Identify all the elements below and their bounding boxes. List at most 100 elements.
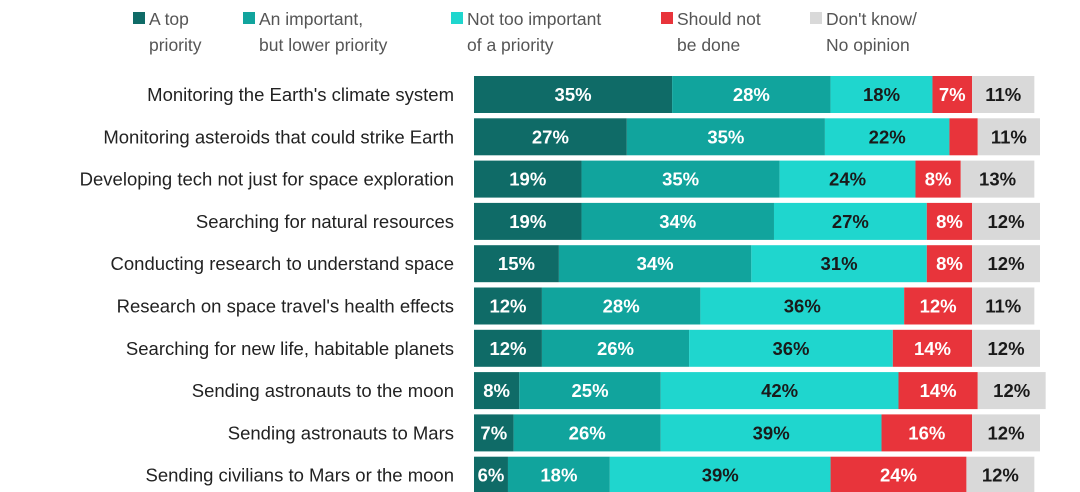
data-label: 18% xyxy=(863,84,900,105)
bar-segment xyxy=(779,160,916,198)
data-label: 12% xyxy=(988,338,1025,359)
bar-segment xyxy=(751,245,927,283)
bar-segment xyxy=(773,202,927,240)
data-label: 12% xyxy=(489,296,526,317)
data-label: 28% xyxy=(733,84,770,105)
bar-segment xyxy=(660,414,882,452)
bar-segment xyxy=(474,118,627,156)
bar-segment xyxy=(960,160,1035,198)
bar-segment xyxy=(972,76,1035,113)
bar-segment xyxy=(519,372,661,410)
bar-segment xyxy=(474,287,542,325)
category-label: Sending astronauts to the moon xyxy=(192,380,454,401)
data-label: 27% xyxy=(532,126,569,147)
data-label: 24% xyxy=(880,465,917,486)
bar-segment xyxy=(915,160,961,198)
data-label: 36% xyxy=(784,296,821,317)
data-label: 34% xyxy=(659,211,696,232)
bar-segment xyxy=(609,456,831,492)
bar-segment xyxy=(949,118,978,156)
legend-swatch xyxy=(243,12,255,24)
bar-segment xyxy=(977,372,1046,410)
category-label: Searching for new life, habitable planet… xyxy=(126,338,454,359)
data-label: 15% xyxy=(498,253,535,274)
legend-label: Not too important of a priority xyxy=(467,9,602,55)
data-label: 25% xyxy=(572,380,609,401)
legend-item: An important, but lower priority xyxy=(243,6,387,58)
bar-segment xyxy=(474,456,508,492)
bar-segment xyxy=(932,76,973,113)
bar-segment xyxy=(541,287,701,325)
bar-segment xyxy=(474,202,582,240)
data-label: 12% xyxy=(988,211,1025,232)
category-label: Searching for natural resources xyxy=(196,211,454,232)
bar-segment xyxy=(824,118,950,156)
bar-segment xyxy=(474,76,673,113)
data-label: 39% xyxy=(753,422,790,443)
data-label: 36% xyxy=(772,338,809,359)
bar-segment xyxy=(926,245,973,283)
data-label: 35% xyxy=(555,84,592,105)
data-label: 12% xyxy=(988,253,1025,274)
bar-segment xyxy=(700,287,905,325)
bar-segment xyxy=(541,329,690,367)
bar-segment xyxy=(474,160,582,198)
legend: A top priority An important, but lower pr… xyxy=(0,0,1080,64)
data-label: 12% xyxy=(988,422,1025,443)
data-label: 6% xyxy=(478,465,505,486)
legend-label: Don't know/ No opinion xyxy=(826,9,917,55)
data-label: 12% xyxy=(489,338,526,359)
data-label: 39% xyxy=(702,465,739,486)
data-label: 28% xyxy=(603,296,640,317)
category-label: Sending astronauts to Mars xyxy=(228,422,454,443)
bar-segment xyxy=(474,329,542,367)
data-label: 12% xyxy=(993,380,1030,401)
legend-label: An important, but lower priority xyxy=(259,9,388,55)
legend-item: Not too important of a priority xyxy=(451,6,601,58)
bar-segment xyxy=(972,287,1035,325)
bar-segment xyxy=(558,245,752,283)
data-label: 7% xyxy=(480,422,507,443)
legend-label: Should not be done xyxy=(677,9,761,55)
category-label: Research on space travel's health effect… xyxy=(117,296,454,317)
data-label: 12% xyxy=(982,465,1019,486)
legend-item: Don't know/ No opinion xyxy=(810,6,917,58)
bar-segment xyxy=(626,118,825,156)
data-label: 7% xyxy=(939,84,966,105)
data-label: 27% xyxy=(832,211,869,232)
legend-swatch xyxy=(133,12,145,24)
data-label: 34% xyxy=(637,253,674,274)
legend-item: Should not be done xyxy=(661,6,761,58)
bar-segment xyxy=(892,329,973,367)
bar-segment xyxy=(926,202,973,240)
data-label: 35% xyxy=(662,169,699,190)
bar-segment xyxy=(898,372,978,410)
data-label: 31% xyxy=(821,253,858,274)
bar-segment xyxy=(474,414,514,452)
data-label: 35% xyxy=(707,126,744,147)
legend-swatch xyxy=(661,12,673,24)
bar-segment xyxy=(881,414,973,452)
category-label: Monitoring asteroids that could strike E… xyxy=(103,126,454,147)
category-label: Sending civilians to Mars or the moon xyxy=(146,465,454,486)
bar-segment xyxy=(904,287,973,325)
bar-segment xyxy=(972,245,1040,283)
data-label: 19% xyxy=(509,169,546,190)
data-label: 16% xyxy=(908,422,945,443)
data-label: 11% xyxy=(991,126,1027,147)
data-label: 19% xyxy=(509,211,546,232)
legend-label: A top priority xyxy=(149,9,202,55)
data-label: 13% xyxy=(979,169,1016,190)
legend-swatch xyxy=(810,12,822,24)
data-label: 8% xyxy=(936,253,963,274)
data-label: 42% xyxy=(761,380,798,401)
bar-segment xyxy=(830,456,967,492)
bar-segment xyxy=(830,76,933,113)
bar-segment xyxy=(966,456,1035,492)
data-label: 26% xyxy=(597,338,634,359)
data-label: 14% xyxy=(914,338,951,359)
data-label: 8% xyxy=(925,169,952,190)
bar-segment xyxy=(513,414,661,452)
data-label: 18% xyxy=(540,465,577,486)
